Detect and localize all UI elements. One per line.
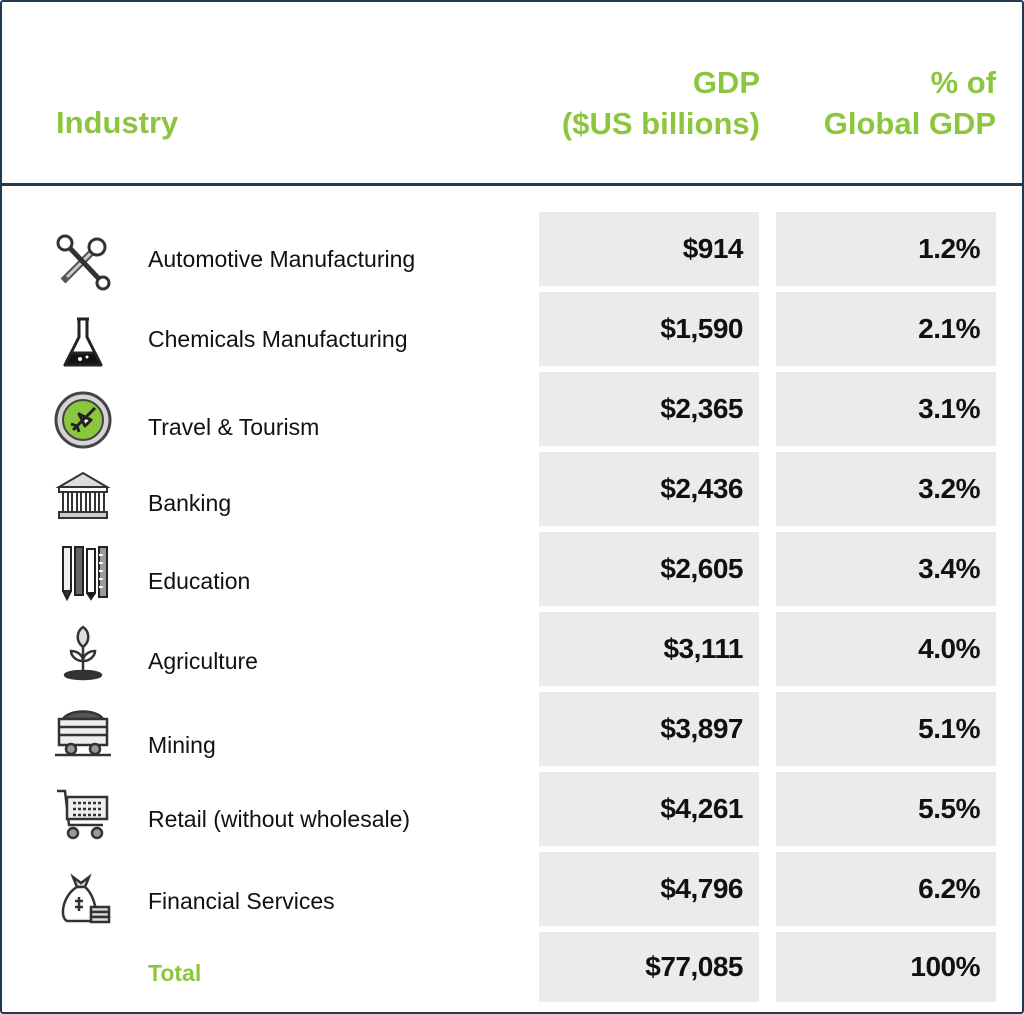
row-gdp-cell: $2,605 <box>539 532 759 606</box>
mine-cart-icon <box>52 702 114 764</box>
row-industry-label: Mining <box>148 732 216 758</box>
row-pct-cell: 5.1% <box>776 692 996 766</box>
row-pct-cell: 3.2% <box>776 452 996 526</box>
row-industry-label: Agriculture <box>148 648 258 674</box>
row-pct-cell: 1.2% <box>776 212 996 286</box>
row-gdp-cell: $4,261 <box>539 772 759 846</box>
header-gdp-line1: GDP <box>692 65 760 100</box>
row-industry-label: Retail (without wholesale) <box>148 806 411 832</box>
bank-icon <box>52 466 114 528</box>
table-row: Banking $2,436 3.2% <box>2 452 1022 526</box>
sprout-icon <box>52 622 114 684</box>
row-gdp-cell: $2,365 <box>539 372 759 446</box>
row-industry-label: Education <box>148 568 251 594</box>
header-pct-line1: % of <box>930 65 996 100</box>
row-industry-label: Travel & Tourism <box>148 414 320 440</box>
total-pct-cell: 100% <box>776 932 996 1002</box>
row-pct-cell: 5.5% <box>776 772 996 846</box>
pencils-icon <box>52 542 114 604</box>
airplane-icon <box>52 389 114 451</box>
table-row: Automotive Manufacturing $914 1.2% <box>2 212 1022 291</box>
total-gdp-cell: $77,085 <box>539 932 759 1002</box>
table-row: Travel & Tourism $2,365 3.1% <box>2 372 1022 449</box>
header-pct: % of Global GDP <box>824 62 996 144</box>
row-industry-label: Banking <box>148 490 232 516</box>
table-row: Chemicals Manufacturing $1,590 2.1% <box>2 292 1022 367</box>
table-row: Agriculture $3,111 4.0% <box>2 612 1022 686</box>
header-industry: Industry <box>56 105 179 140</box>
header-gdp: GDP ($US billions) <box>562 62 760 144</box>
row-industry-label: Automotive Manufacturing <box>148 246 416 272</box>
header-gdp-line2: ($US billions) <box>561 106 760 141</box>
row-gdp-cell: $3,897 <box>539 692 759 766</box>
row-pct-cell: 6.2% <box>776 852 996 926</box>
tools-icon <box>52 232 114 294</box>
header-pct-line2: Global GDP <box>823 106 996 141</box>
table-row: Retail (without wholesale) $4,261 5.5% <box>2 772 1022 846</box>
total-row: Total $77,085 100% <box>2 932 1022 1002</box>
table-header: Industry GDP ($US billions) % of Global … <box>2 2 1022 186</box>
money-bag-icon <box>52 868 114 930</box>
row-gdp-cell: $4,796 <box>539 852 759 926</box>
row-gdp-cell: $914 <box>539 212 759 286</box>
table-row: Mining $3,897 5.1% <box>2 692 1022 766</box>
total-label: Total <box>148 960 202 986</box>
table-row: Education $2,605 3.4% <box>2 532 1022 606</box>
row-pct-cell: 4.0% <box>776 612 996 686</box>
row-pct-cell: 3.4% <box>776 532 996 606</box>
flask-icon <box>52 312 114 374</box>
table-row: Financial Services $4,796 6.2% <box>2 852 1022 926</box>
row-industry-label: Chemicals Manufacturing <box>148 326 408 352</box>
shopping-cart-icon <box>52 784 114 846</box>
row-gdp-cell: $2,436 <box>539 452 759 526</box>
row-pct-cell: 2.1% <box>776 292 996 366</box>
row-gdp-cell: $3,111 <box>539 612 759 686</box>
row-industry-label: Financial Services <box>148 888 335 914</box>
row-pct-cell: 3.1% <box>776 372 996 446</box>
row-gdp-cell: $1,590 <box>539 292 759 366</box>
